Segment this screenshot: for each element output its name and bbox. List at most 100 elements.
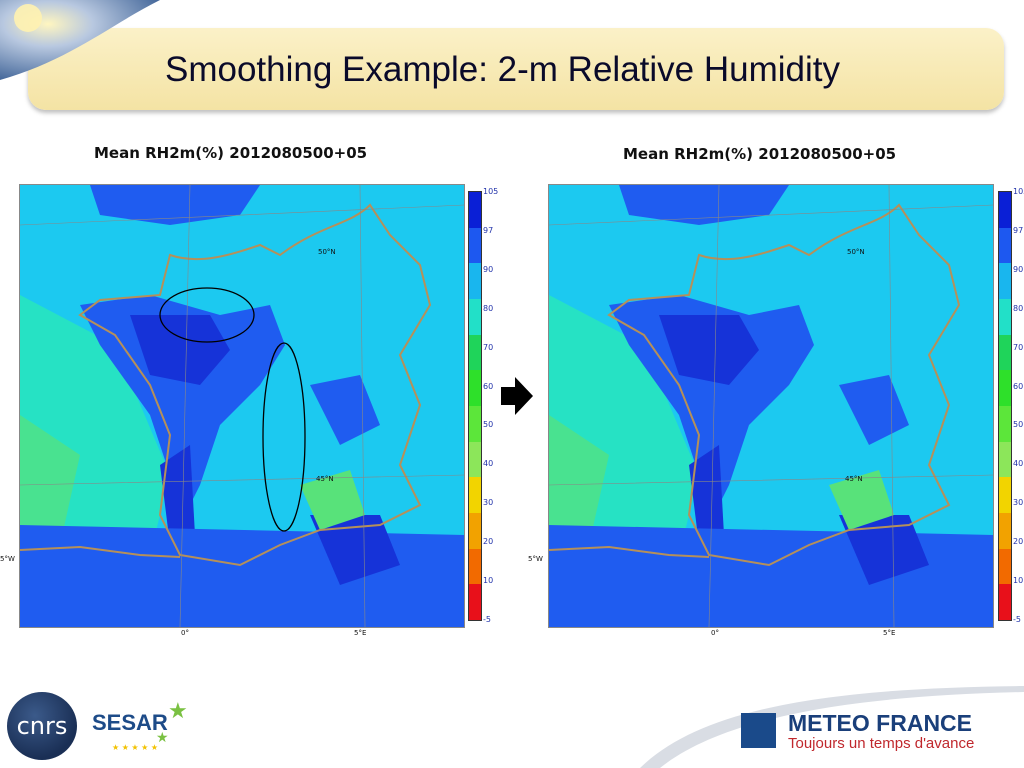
west-france-humid [80,295,285,525]
colorbar-segment [469,263,481,299]
colorbar-tick-label: 50 [1013,420,1024,430]
south-humid-band [549,525,993,627]
map-right [548,184,994,628]
ocean-green-patch [549,415,609,545]
colorbar-segment [469,298,481,335]
colorbar-segment [999,548,1011,585]
colorbar-tick-label: 80 [483,303,494,313]
brittany-max-humidity [659,315,759,385]
ocean-green-patch [20,415,80,545]
france-border-line [607,203,961,567]
rh-field-right [549,185,993,627]
alps-green-patch [300,470,365,530]
meteo-france-slogan: Toujours un temps d'avance [788,735,975,752]
colorbar-segment [999,298,1011,335]
colorbar-tick-label: 10 [1013,576,1024,586]
spain-coast-line [20,545,181,558]
latitude-gridlines [20,204,464,486]
annotation-ellipse-north [159,287,255,343]
svg-text:★: ★ [156,730,169,746]
colorbar-segment [999,334,1011,371]
colorbar-tick-label: 40 [483,459,494,469]
colorbar-tick-label: -5 [1013,615,1021,624]
colorbar-segment [999,405,1011,442]
colorbar-tick-label: 20 [483,537,494,547]
cnrs-logo-text: cnrs [16,712,68,740]
meteo-france-emblem [741,713,776,748]
colorbar-segment [999,477,1011,513]
meteo-france-name: METEO FRANCE [788,710,972,736]
lat-label-50n-left: 50°N [318,248,336,256]
colorbar-tick-label: 90 [1013,264,1024,274]
sesar-stars-icon: ★ ★ ★ ★ ★ ★ ★ [112,699,188,752]
colorbar-tick-label: 90 [483,264,494,274]
colorbar-tick-label: 97 [1013,225,1024,235]
colorbar-segment [469,334,481,371]
colorbar-tick-label: 60 [1013,381,1024,391]
lon-label-0-left: 0° [181,629,189,637]
colorbar-segment [999,370,1011,406]
colorbar-segment [469,477,481,513]
arrow-right-icon [501,377,533,415]
corner-swirl-decoration [0,0,160,80]
footer-swoosh [640,686,1024,768]
lon-label-5w-right: 5°W [528,555,543,563]
colorbar-segment [999,441,1011,478]
colorbar-right [998,191,1012,621]
landes-max-humidity [689,445,724,545]
lat-label-45n-right: 45°N [845,475,863,483]
colorbar-segment [469,441,481,478]
alps-green-patch [829,470,894,530]
colorbar-tick-label: 97 [483,225,494,235]
colorbar-segment [999,584,1011,620]
panel-title-right: Mean RH2m(%) 2012080500+05 [623,145,897,163]
landes-max-humidity [160,445,195,545]
lon-label-5e-right: 5°E [883,629,896,637]
brittany-max-humidity [130,315,230,385]
lat-label-50n-right: 50°N [847,248,865,256]
cnrs-logo: cnrs [7,692,77,760]
colorbar-segment [999,512,1011,549]
map-left [19,184,465,628]
colorbar-segment [469,370,481,406]
colorbar-segment [999,192,1011,228]
channel-humid [90,185,260,225]
colorbar-tick-label: 50 [483,420,494,430]
colorbar-segment [469,227,481,264]
colorbar-tick-label: 40 [1013,459,1024,469]
france-border-line [78,203,432,567]
title-banner [28,28,1004,110]
colorbar-tick-label: 10 [483,576,494,586]
panel-title-left: Mean RH2m(%) 2012080500+05 [94,144,368,162]
colorbar-tick-label: 105 [483,187,499,196]
longitude-gridlines [179,185,366,627]
svg-text:★: ★ [168,699,188,724]
colorbar-tick-label: 60 [483,381,494,391]
colorbar-segment [469,512,481,549]
lon-label-0-right: 0° [711,629,719,637]
annotation-ellipse-east [262,342,306,532]
lon-label-5e-left: 5°E [354,629,367,637]
colorbar-tick-label: 70 [1013,342,1024,352]
longitude-gridlines [708,185,895,627]
sesar-logo: SESAR [92,710,168,735]
colorbar-segment [469,548,481,585]
colorbar-segment [999,227,1011,264]
colorbar-tick-label: 30 [483,498,494,508]
latitude-gridlines [549,204,993,486]
colorbar-tick-label: 70 [483,342,494,352]
west-france-humid [609,295,814,525]
colorbar-segment [469,405,481,442]
mediterranean-humid [839,515,929,585]
colorbar-tick-label: 20 [1013,537,1024,547]
south-humid-band [20,525,464,627]
colorbar-tick-label: 30 [1013,498,1024,508]
lat-label-45n-left: 45°N [316,475,334,483]
mediterranean-humid [310,515,400,585]
rh-field-left [20,185,464,627]
colorbar-segment [469,584,481,620]
colorbar-tick-label: -5 [483,615,491,624]
channel-humid [619,185,789,225]
colorbar-tick-label: 105 [1013,187,1024,196]
colorbar-left [468,191,482,621]
